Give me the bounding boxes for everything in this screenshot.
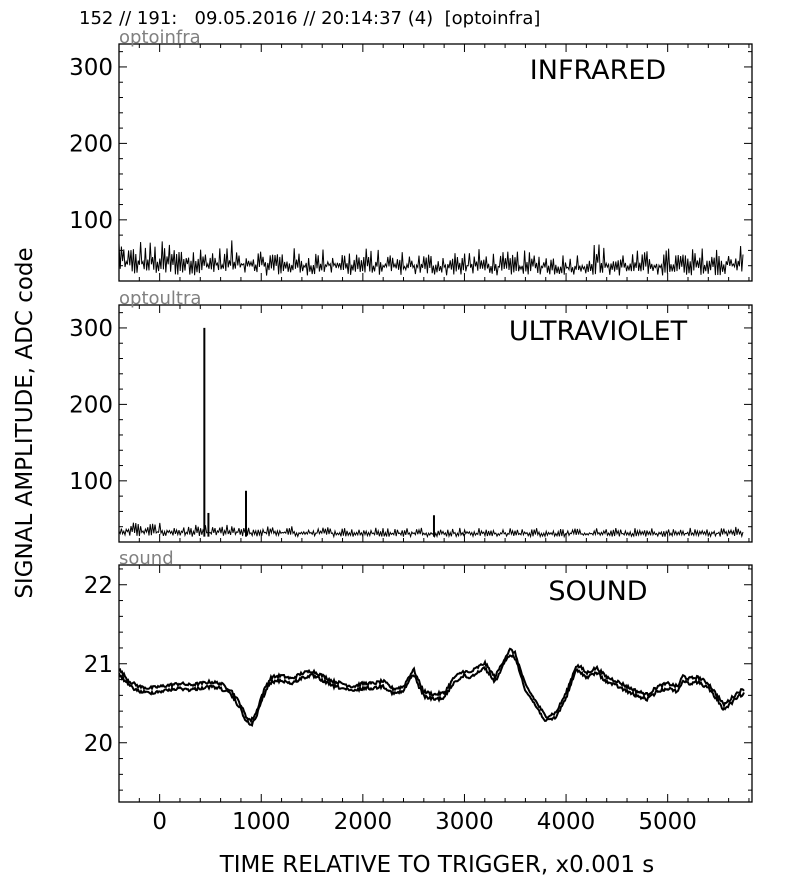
sound-trace-lower	[119, 653, 745, 727]
data-layer	[119, 327, 744, 539]
data-layer	[119, 647, 745, 727]
panel-sound: 20 21 22 SOUND sound 0 1000 2000 3000 4000 5000	[84, 548, 753, 835]
sound-trace-upper	[119, 647, 745, 724]
x-tick-label: 3000	[435, 809, 494, 835]
panel-ultraviolet: 100 200 300 ULTRAVIOLET optoultra	[69, 288, 753, 543]
channel-label: optoultra	[119, 288, 201, 309]
panel-frame	[118, 304, 753, 543]
x-tick-label: 5000	[638, 809, 697, 835]
x-axis-label: TIME RELATIVE TO TRIGGER, x0.001 s	[219, 852, 655, 878]
y-tick-label: 100	[69, 469, 113, 495]
x-tick-label: 4000	[537, 809, 596, 835]
figure-title: 152 // 191: 09.05.2016 // 20:14:37 (4) […	[79, 8, 541, 29]
x-tick-label: 0	[152, 809, 167, 835]
y-tick-label: 20	[84, 731, 113, 757]
channel-label: optoinfra	[119, 27, 201, 48]
y-tick-label: 300	[69, 55, 113, 81]
panel-title: INFRARED	[530, 55, 666, 86]
y-tick-label: 200	[69, 131, 113, 157]
panel-frame	[118, 564, 753, 803]
y-tick-label: 100	[69, 208, 113, 234]
y-axis-label: SIGNAL AMPLITUDE, ADC code	[12, 247, 38, 598]
channel-label: sound	[119, 548, 174, 569]
y-tick-label: 200	[69, 392, 113, 418]
data-layer	[119, 240, 744, 276]
signal-trace	[119, 240, 744, 276]
y-tick-label: 21	[84, 652, 113, 678]
signal-trace	[119, 522, 744, 539]
panel-title: SOUND	[548, 576, 647, 607]
y-tick-label: 300	[69, 316, 113, 342]
x-tick-label: 2000	[334, 809, 393, 835]
panel-frame	[118, 43, 753, 282]
y-tick-label: 22	[84, 573, 113, 599]
x-tick-label: 1000	[232, 809, 291, 835]
panel-title: ULTRAVIOLET	[509, 316, 688, 347]
panel-infrared: 100 200 300 INFRARED optoinfra	[69, 27, 753, 282]
